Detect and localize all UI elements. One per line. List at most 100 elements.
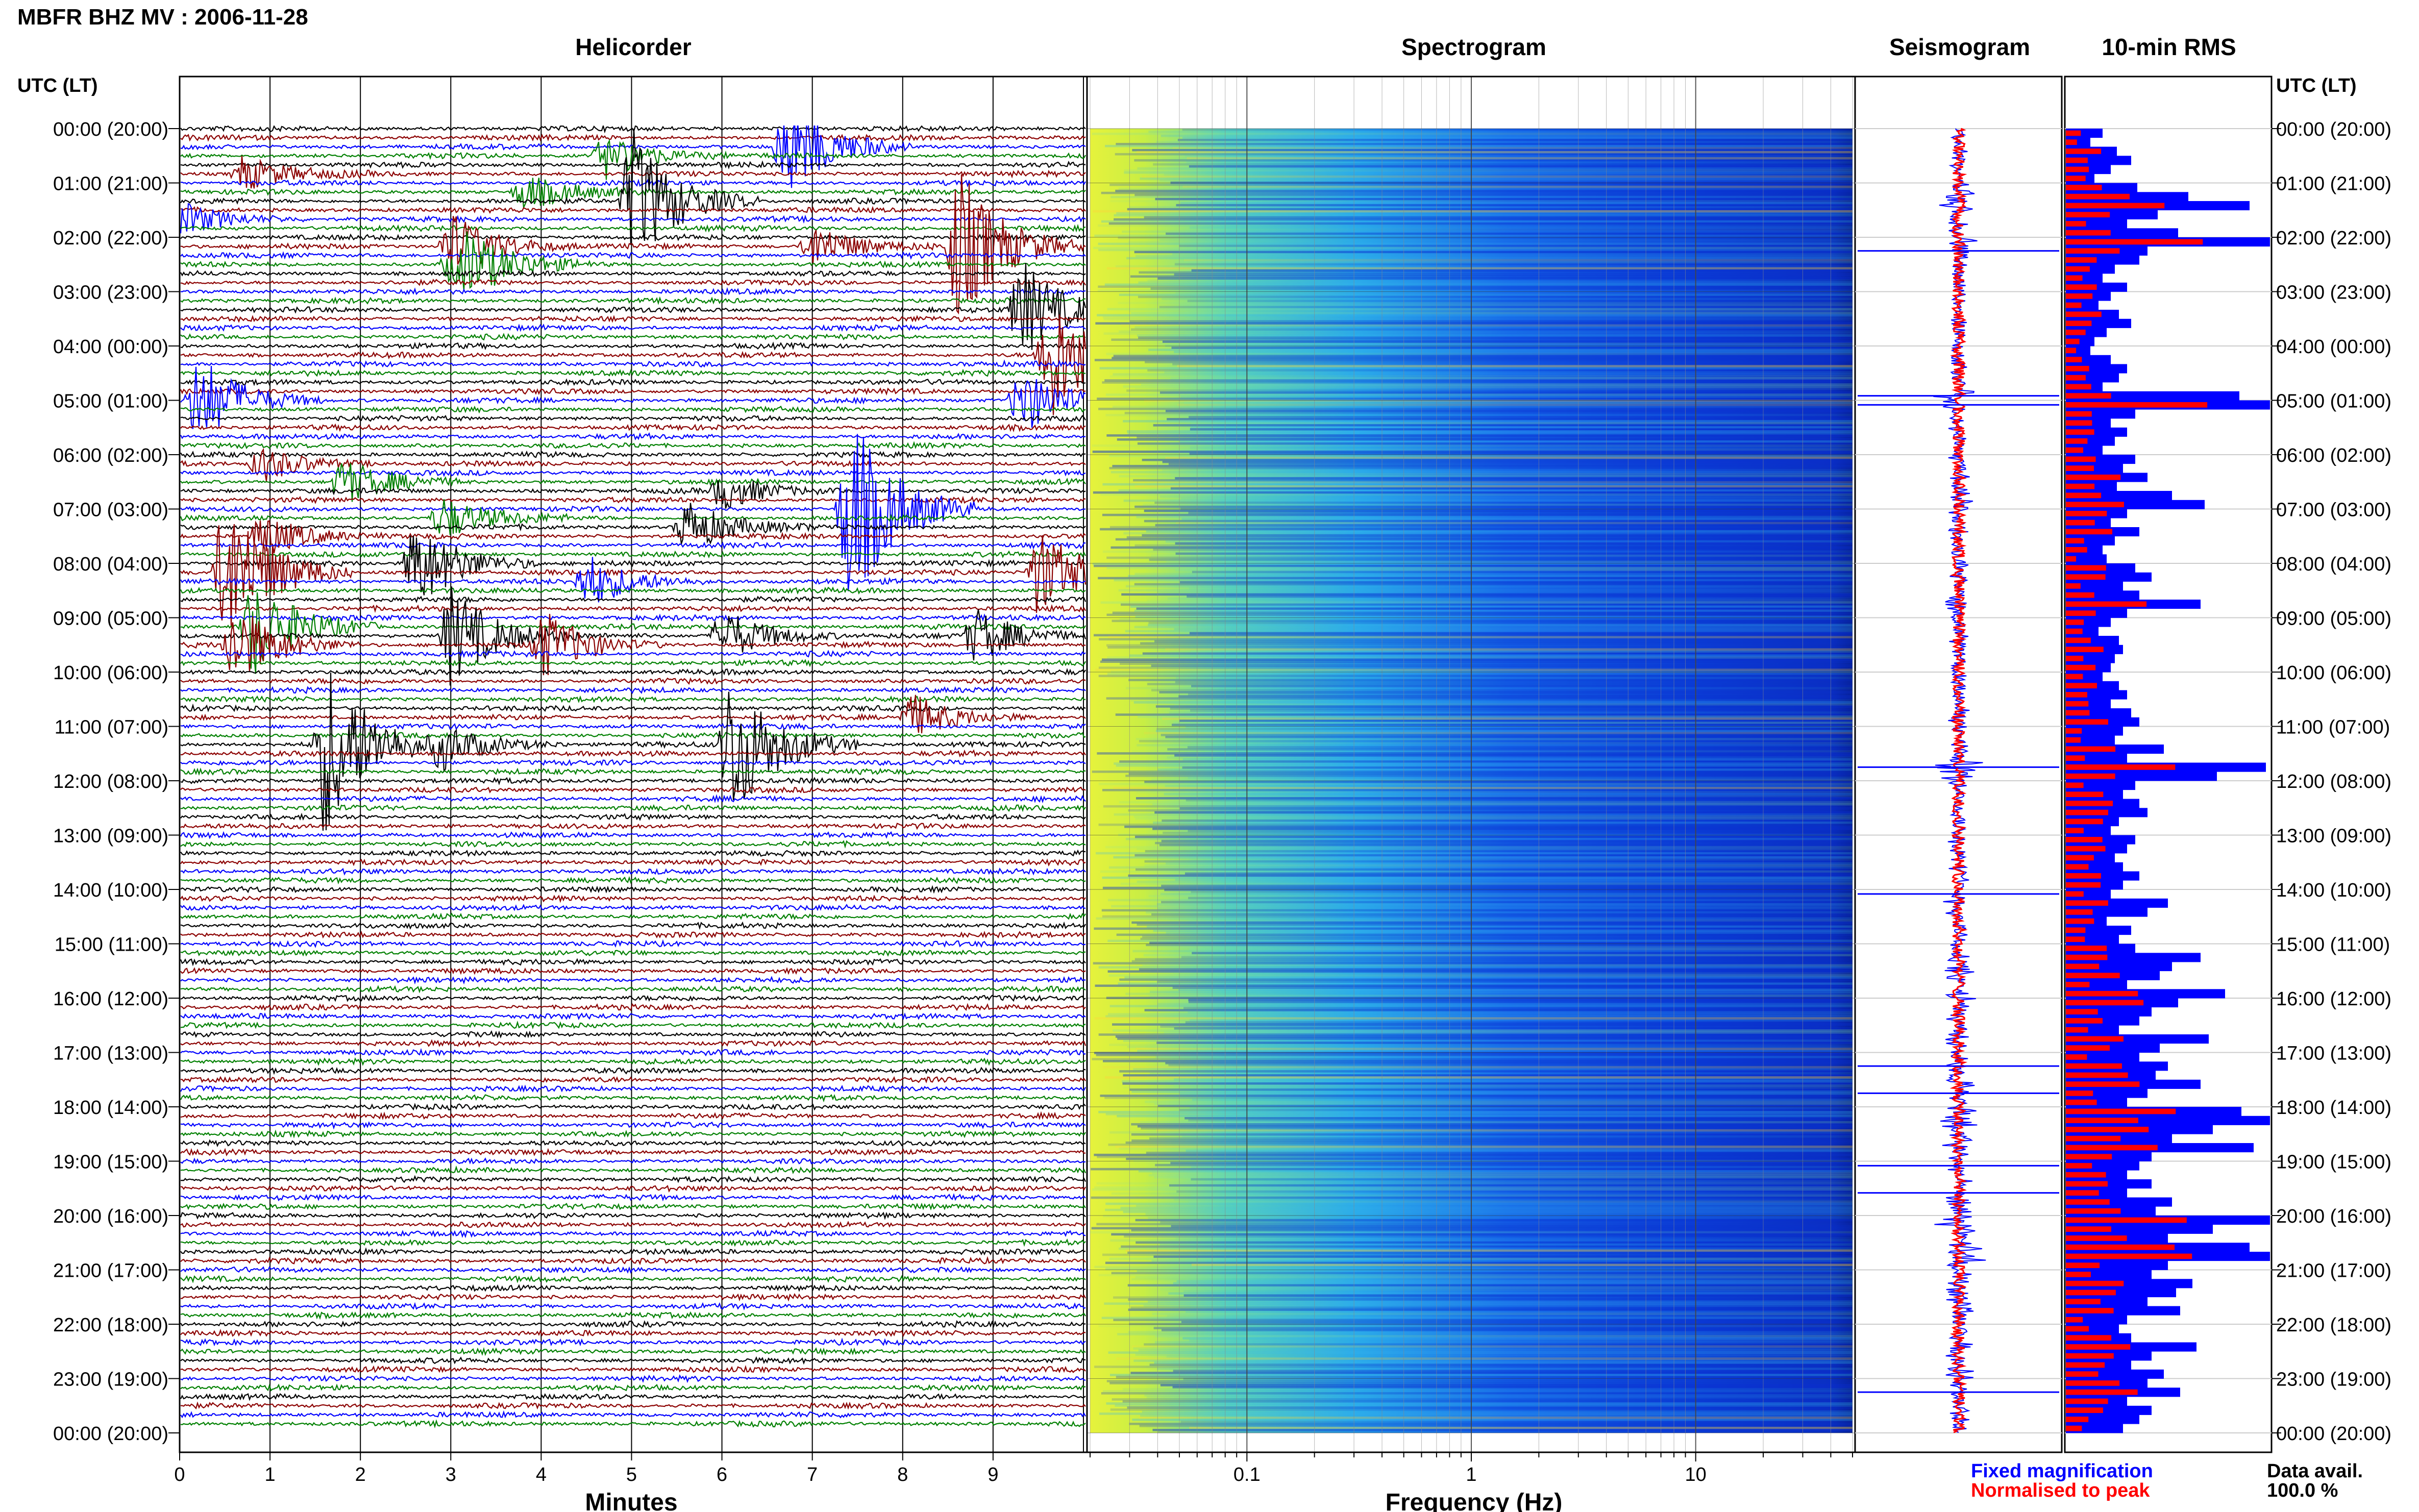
helicorder-trace (180, 1266, 1086, 1274)
helicorder-trace (180, 1129, 1086, 1138)
helicorder-trace (180, 1410, 1086, 1419)
rms-bar-normalised (2066, 475, 2121, 480)
rms-bar-normalised (2066, 483, 2095, 489)
rms-bar-normalised (2066, 746, 2116, 752)
rms-bar-normalised (2066, 954, 2108, 960)
rms-bar-normalised (2066, 465, 2094, 471)
helicorder-trace (180, 499, 1086, 535)
rms-bar-normalised (2066, 502, 2124, 507)
helicorder-trace (180, 387, 1086, 396)
helicorder-trace (180, 1048, 1086, 1057)
rms-bar-normalised (2066, 982, 2090, 987)
rms-bar-normalised (2066, 1090, 2093, 1096)
rms-bar-normalised (2066, 719, 2108, 725)
helicorder-trace (180, 1165, 1086, 1174)
helicorder-trace (180, 1084, 1086, 1093)
hour-label: 13:00 (09:00) (53, 826, 168, 847)
helicorder-trace (180, 251, 1086, 260)
helicorder-title: Helicorder (575, 34, 692, 60)
helicorder-trace (180, 296, 1085, 305)
hour-label: 17:00 (13:00) (53, 1043, 168, 1064)
rms-bar-normalised (2066, 1262, 2100, 1268)
rms-bar-normalised (2066, 728, 2082, 734)
hour-label: 22:00 (18:00) (53, 1315, 168, 1336)
rms-bar-normalised (2066, 212, 2110, 217)
hour-label: 00:00 (20:00) (53, 119, 168, 140)
rms-bar-normalised (2066, 1135, 2121, 1142)
hour-label: 11:00 (07:00) (55, 717, 168, 738)
seismogram-panel (1854, 76, 2063, 1453)
hour-label: 09:00 (05:00) (53, 608, 168, 630)
minute-tick-label: 5 (626, 1464, 637, 1485)
rms-bar-normalised (2066, 637, 2091, 643)
rms-bar-normalised (2066, 348, 2077, 354)
helicorder-trace (180, 156, 1086, 189)
minute-tick-label: 9 (988, 1464, 998, 1485)
rms-bar-normalised (2066, 664, 2096, 671)
rms-bar-normalised (2066, 565, 2106, 571)
rms-bar-normalised (2066, 320, 2092, 326)
rms-bar-normalised (2066, 782, 2084, 788)
helicorder-trace (180, 315, 1086, 323)
hour-label: 05:00 (01:00) (2276, 391, 2391, 412)
helicorder-trace (180, 178, 1086, 208)
rms-bar-normalised (2066, 583, 2081, 589)
rms-bar-normalised (2066, 1190, 2099, 1196)
rms-bar-normalised (2066, 311, 2102, 317)
legend-normalised-to-peak: Normalised to peak (1971, 1480, 2150, 1501)
rms-bar-normalised (2066, 900, 2108, 906)
rms-bar-normalised (2066, 927, 2086, 933)
rms-bar-normalised (2066, 1380, 2120, 1386)
helicorder-trace (180, 659, 1086, 667)
helicorder-trace (180, 1211, 1086, 1220)
rms-bar-normalised (2066, 139, 2077, 145)
rms-bar-normalised (2066, 1208, 2121, 1214)
helicorder-trace (180, 1175, 1086, 1183)
rms-bar-normalised (2066, 873, 2101, 879)
helicorder-trace (180, 1347, 1086, 1356)
helicorder-trace (180, 831, 1086, 839)
page-title: MBFR BHZ MV : 2006-11-28 (17, 5, 308, 30)
helicorder-trace (180, 405, 1086, 414)
rms-bar-normalised (2066, 601, 2147, 607)
rms-bar-normalised (2066, 656, 2084, 661)
helicorder-trace (180, 1401, 1086, 1410)
rms-bar-normalised (2066, 1145, 2158, 1151)
helicorder-trace (180, 314, 1087, 415)
rms-bar-normalised (2066, 185, 2102, 190)
seismogram-normalised-trace (1949, 128, 1968, 1433)
helicorder-trace (180, 1111, 1086, 1121)
rms-bar-normalised (2066, 402, 2208, 408)
helicorder-trace (181, 1076, 1086, 1083)
rms-bar-normalised (2066, 1099, 2097, 1105)
hour-label: 10:00 (06:00) (53, 662, 168, 684)
helicorder-trace (180, 939, 1086, 948)
frequency-tick-label: 0.1 (1233, 1464, 1261, 1485)
spectrogram-title: Spectrogram (1401, 34, 1546, 60)
rms-bar-normalised (2066, 366, 2089, 371)
rms-bar-normalised (2066, 1009, 2098, 1014)
rms-bar-normalised (2066, 330, 2086, 335)
hour-label: 11:00 (07:00) (2276, 717, 2390, 738)
rms-bar-normalised (2066, 764, 2176, 770)
helicorder-trace (180, 840, 1086, 849)
helicorder-trace (180, 613, 1086, 622)
rms-bar-normalised (2066, 511, 2107, 516)
rms-bar-normalised (2066, 701, 2089, 707)
rms-bar-normalised (2066, 1299, 2101, 1304)
rms-bar-normalised (2066, 203, 2165, 209)
rms-bar-normalised (2066, 284, 2097, 290)
helicorder-trace (180, 804, 1086, 812)
rms-bar-normalised (2066, 1118, 2138, 1123)
helicorder-trace (180, 341, 1086, 351)
rms-bar-normalised (2066, 1280, 2124, 1286)
hour-label: 19:00 (15:00) (2276, 1152, 2391, 1173)
rms-bar-normalised (2066, 828, 2084, 833)
rms-bar-normalised (2066, 492, 2102, 499)
helicorder-trace (180, 1419, 1086, 1429)
rms-bar-normalised (2066, 230, 2111, 236)
helicorder-trace (180, 368, 1086, 377)
rms-bar-normalised (2066, 1027, 2088, 1033)
hour-label: 10:00 (06:00) (2276, 662, 2391, 684)
rms-bar-normalised (2066, 438, 2088, 444)
